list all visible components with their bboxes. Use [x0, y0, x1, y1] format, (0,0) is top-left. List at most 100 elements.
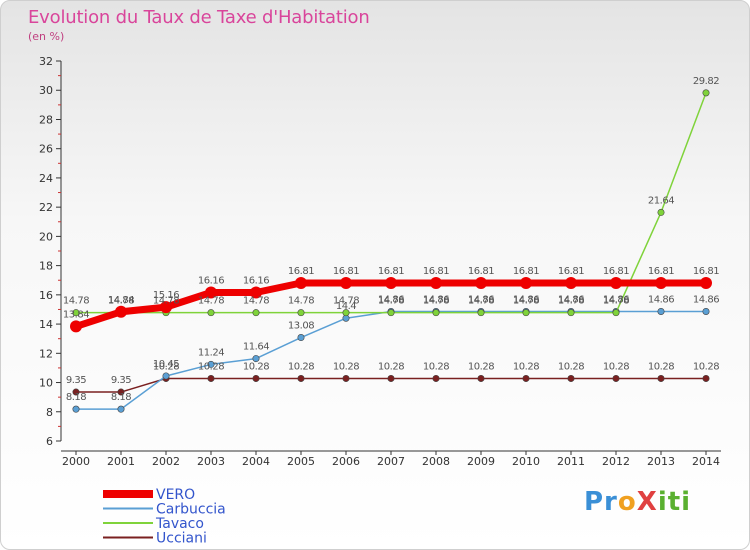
data-label-tavaco: 14.78: [378, 296, 404, 307]
data-label-tavaco: 14.78: [243, 296, 269, 307]
y-tick-label: 8: [46, 406, 53, 419]
y-tick-label: 32: [39, 55, 53, 68]
data-point-vero: [340, 277, 352, 290]
data-label-ucciani: 10.28: [333, 361, 359, 372]
data-point-tavaco: [522, 309, 530, 317]
data-label-carbuccia: 10.45: [153, 359, 179, 370]
y-tick-label: 28: [39, 113, 53, 126]
data-point-ucciani: [252, 374, 260, 382]
data-point-tavaco: [72, 309, 80, 317]
data-label-vero: 16.81: [378, 266, 404, 277]
data-point-ucciani: [657, 374, 665, 382]
y-tick-label: 14: [39, 318, 53, 331]
y-tick-label: 12: [39, 347, 53, 360]
data-point-vero: [250, 286, 262, 299]
data-label-carbuccia: 14.86: [423, 295, 449, 306]
data-label-ucciani: 10.28: [513, 361, 539, 372]
logo-part-1: Pr: [584, 487, 618, 517]
data-point-ucciani: [567, 374, 575, 382]
data-label-tavaco: 14.78: [558, 296, 584, 307]
data-point-vero: [700, 277, 712, 290]
data-point-tavaco: [477, 309, 485, 317]
data-label-ucciani: 10.28: [378, 361, 404, 372]
data-point-ucciani: [297, 374, 305, 382]
proxiti-logo: ProXiti: [584, 487, 691, 517]
y-tick-label: 26: [39, 143, 53, 156]
x-tick-label: 2007: [377, 455, 405, 468]
x-tick-label: 2013: [647, 455, 675, 468]
data-label-tavaco: 14.78: [153, 296, 179, 307]
data-label-ucciani: 10.28: [468, 361, 494, 372]
data-label-tavaco: 21.64: [648, 195, 674, 206]
data-label-carbuccia: 14.86: [378, 295, 404, 306]
data-label-tavaco: 14.78: [423, 296, 449, 307]
data-point-vero: [295, 277, 307, 290]
data-label-vero: 16.81: [333, 266, 359, 277]
data-label-tavaco: 14.78: [108, 296, 134, 307]
chart-subtitle: (en %): [28, 30, 65, 43]
chart-title: Evolution du Taux de Taxe d'Habitation: [28, 7, 370, 28]
x-tick-label: 2002: [152, 455, 180, 468]
data-point-vero: [160, 301, 172, 314]
data-label-carbuccia: 8.18: [66, 392, 86, 403]
data-label-ucciani: 10.28: [243, 361, 269, 372]
data-label-tavaco: 14.78: [468, 296, 494, 307]
data-label-vero: 14.84: [108, 295, 134, 306]
data-label-tavaco: 14.78: [513, 296, 539, 307]
data-point-ucciani: [432, 374, 440, 382]
data-point-ucciani: [342, 374, 350, 382]
data-label-carbuccia: 14.86: [693, 295, 719, 306]
legend-label-carbuccia: Carbuccia: [156, 502, 226, 518]
data-label-ucciani: 10.28: [153, 361, 179, 372]
data-point-tavaco: [387, 309, 395, 317]
data-point-vero: [430, 277, 442, 290]
data-label-ucciani: 10.28: [693, 361, 719, 372]
data-label-ucciani: 10.28: [198, 361, 224, 372]
data-point-tavaco: [612, 309, 620, 317]
x-tick-label: 2011: [557, 455, 585, 468]
y-tick-label: 30: [39, 84, 53, 97]
data-label-vero: 16.81: [693, 266, 719, 277]
data-point-vero: [475, 277, 487, 290]
data-point-carbuccia: [207, 360, 215, 368]
data-point-tavaco: [432, 309, 440, 317]
data-point-tavaco: [252, 309, 260, 317]
data-point-vero: [565, 277, 577, 290]
legend-label-tavaco: Tavaco: [155, 516, 204, 532]
data-label-carbuccia: 11.64: [243, 342, 269, 353]
data-label-carbuccia: 13.08: [288, 321, 314, 332]
y-tick-label: 10: [39, 377, 53, 390]
y-tick-label: 24: [39, 172, 53, 185]
data-point-ucciani: [117, 388, 125, 396]
data-label-carbuccia: 8.18: [111, 392, 131, 403]
data-point-ucciani: [207, 374, 215, 382]
y-tick-label: 22: [39, 201, 53, 214]
data-label-vero: 16.81: [288, 266, 314, 277]
data-point-ucciani: [702, 374, 710, 382]
data-label-vero: 16.81: [558, 266, 584, 277]
data-point-carbuccia: [72, 405, 80, 413]
data-label-tavaco: 14.78: [63, 296, 89, 307]
x-tick-label: 2009: [467, 455, 495, 468]
data-point-vero: [115, 305, 127, 318]
data-label-tavaco: 14.78: [603, 296, 629, 307]
data-point-vero: [385, 277, 397, 290]
x-tick-label: 2008: [422, 455, 450, 468]
data-label-vero: 13.84: [63, 309, 89, 320]
y-tick-label: 18: [39, 260, 53, 273]
x-tick-label: 2014: [692, 455, 720, 468]
data-label-vero: 16.81: [468, 266, 494, 277]
data-point-ucciani: [612, 374, 620, 382]
data-point-tavaco: [702, 89, 710, 97]
data-point-carbuccia: [252, 355, 260, 363]
data-point-tavaco: [342, 309, 350, 317]
data-label-ucciani: 9.35: [66, 375, 86, 386]
data-label-ucciani: 10.28: [558, 361, 584, 372]
data-point-carbuccia: [117, 405, 125, 413]
logo-part-3: X: [636, 487, 658, 517]
data-label-carbuccia: 14.4: [336, 301, 356, 312]
data-label-tavaco: 14.78: [198, 296, 224, 307]
y-tick-label: 20: [39, 230, 53, 243]
